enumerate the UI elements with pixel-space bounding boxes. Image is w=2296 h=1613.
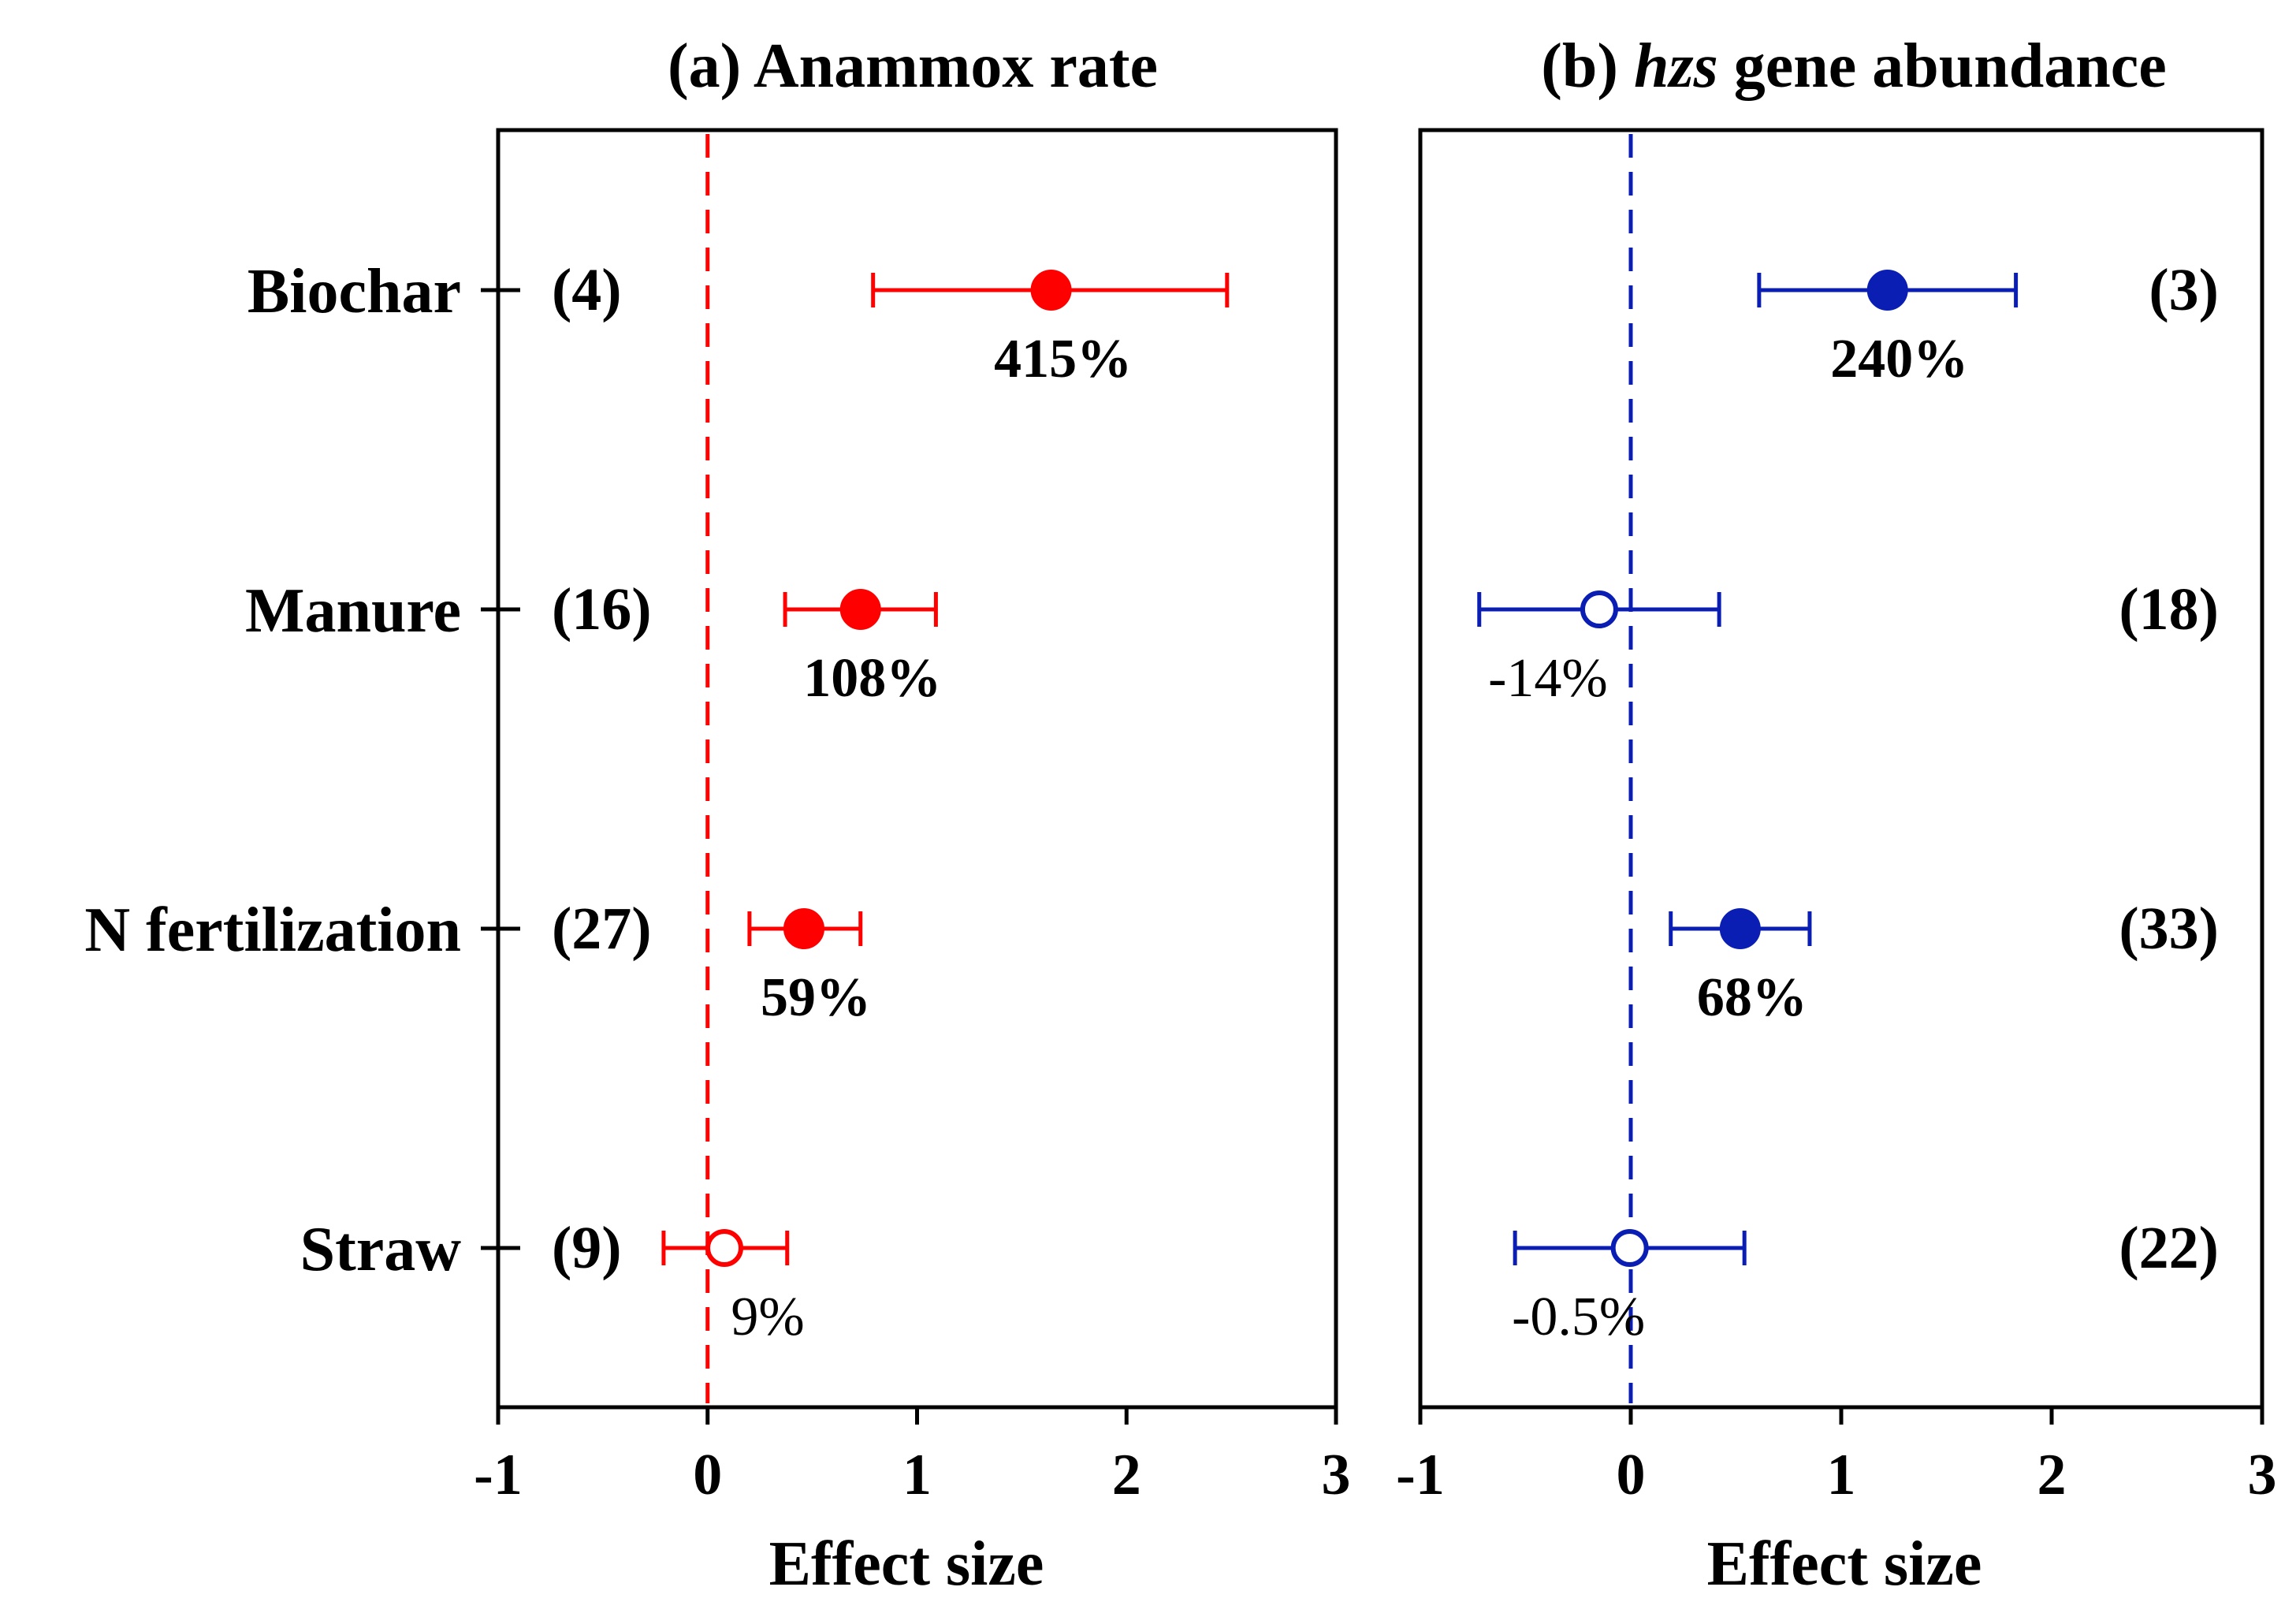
effect-percent-label: 415% [994, 329, 1132, 389]
effect-percent-label: 9% [731, 1287, 804, 1347]
sample-count-label: (16) [552, 576, 652, 643]
sample-count-label: (22) [2119, 1215, 2219, 1281]
x-tick-label: -1 [1396, 1443, 1445, 1507]
panel-a-title: (a) Anammox rate [668, 32, 1158, 101]
mean-point-open [1610, 1229, 1649, 1267]
x-tick-label: 0 [693, 1443, 722, 1507]
effect-percent-label: 59% [761, 967, 871, 1028]
x-tick-label: 1 [902, 1443, 932, 1507]
panel-a-frame [496, 128, 1338, 1410]
panel-b-xlabel: Effect size [1707, 1529, 1982, 1599]
x-tick-label: 2 [2037, 1443, 2067, 1507]
sample-count-label: (33) [2119, 896, 2219, 962]
sample-count-label: (18) [2119, 576, 2219, 643]
mean-point-filled [839, 589, 881, 630]
panel-a-xlabel: Effect size [769, 1529, 1044, 1599]
x-tick-label: -1 [474, 1443, 523, 1507]
mean-point-open [705, 1229, 744, 1267]
y-category-label: Biochar [247, 257, 461, 326]
panel-b-plot: -1 0 1 2 3 240% (3) -14% (18) 68% (33) -0.5% (22) [1396, 134, 2277, 1507]
effect-percent-label: -14% [1488, 648, 1608, 709]
mean-point-filled [1030, 270, 1072, 311]
sample-count-label: (9) [552, 1215, 622, 1281]
y-axis-categories: Biochar Manure N fertilization Straw [84, 257, 520, 1284]
effect-percent-label: 108% [803, 648, 941, 709]
y-category-label: N fertilization [84, 896, 461, 965]
sample-count-label: (4) [552, 257, 622, 323]
mean-point-filled [783, 908, 824, 949]
mean-point-filled [1719, 908, 1761, 949]
effect-percent-label: 240% [1830, 329, 1968, 389]
x-tick-label: 3 [1322, 1443, 1351, 1507]
sample-count-label: (3) [2149, 257, 2219, 323]
mean-point-open [1580, 590, 1618, 628]
x-tick-label: 0 [1617, 1443, 1646, 1507]
x-tick-label: 2 [1112, 1443, 1141, 1507]
y-category-label: Manure [245, 576, 461, 646]
sample-count-label: (27) [552, 896, 652, 962]
panel-a-plot: -1 0 1 2 3 415% (4) 108% (16) 59% (27) 9% (9) [474, 134, 1351, 1507]
panel-b-title: (b) hzs gene abundance [1541, 32, 2167, 101]
mean-point-filled [1866, 270, 1908, 311]
x-tick-label: 3 [2248, 1443, 2277, 1507]
y-category-label: Straw [300, 1215, 462, 1284]
effect-percent-label: -0.5% [1512, 1287, 1645, 1347]
x-tick-label: 1 [1827, 1443, 1856, 1507]
effect-percent-label: 68% [1697, 967, 1807, 1028]
